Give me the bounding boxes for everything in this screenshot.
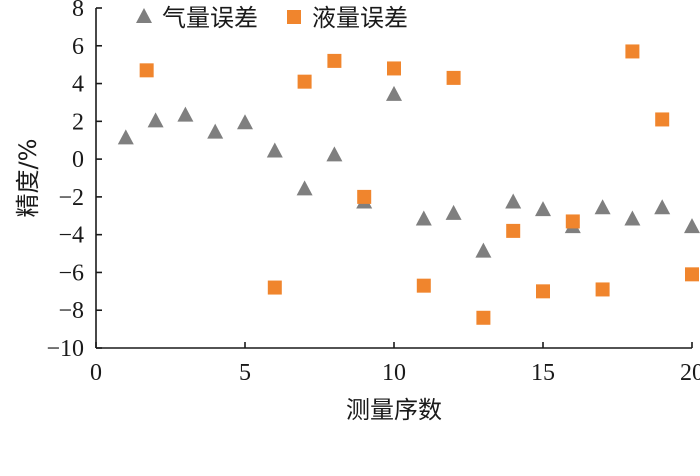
y-axis-ticks: −10 −8 −6 −4 −2 0 2 4 6 8 (46, 0, 102, 362)
gas-error-point (445, 204, 462, 220)
y-tick-label: −2 (58, 185, 84, 211)
liquid-error-point (476, 310, 491, 325)
liquid-error-point (357, 189, 372, 204)
gas-error-point (415, 210, 432, 226)
gas-error-point (117, 129, 134, 145)
liquid-error-point (297, 74, 312, 89)
liquid-error-point (595, 282, 610, 297)
x-tick-label: 5 (239, 360, 251, 386)
data-points (117, 44, 700, 325)
gas-error-point (177, 106, 194, 122)
gas-error-point (207, 123, 224, 139)
y-tick-label: 8 (72, 0, 84, 22)
liquid-error-point (565, 214, 580, 229)
liquid-error-point (685, 267, 699, 282)
liquid-error-point (416, 278, 431, 293)
legend-label: 液量误差 (312, 4, 408, 32)
liquid-error-point (536, 284, 550, 299)
legend-marker (287, 10, 301, 24)
y-tick-label: 6 (72, 34, 84, 60)
gas-error-point (594, 199, 611, 215)
liquid-error-point (625, 44, 640, 59)
legend-label: 气量误差 (162, 4, 258, 32)
liquid-error-point (506, 223, 521, 238)
y-tick-label: −8 (58, 298, 84, 324)
x-axis-ticks: 0 5 10 15 20 (90, 342, 700, 386)
y-tick-label: 2 (72, 109, 84, 135)
gas-error-point (147, 112, 164, 128)
gas-error-point (624, 210, 641, 226)
plot-area (95, 8, 692, 349)
liquid-error-point (655, 112, 670, 127)
liquid-error-point (446, 70, 461, 85)
gas-error-point (654, 199, 671, 215)
x-axis-title: 测量序数 (346, 396, 442, 424)
gas-error-point (386, 85, 402, 101)
gas-error-point (266, 142, 283, 158)
y-tick-label: −6 (58, 260, 84, 286)
y-tick-label: −10 (46, 336, 84, 362)
y-tick-label: 4 (72, 72, 84, 98)
x-tick-label: 15 (531, 360, 555, 386)
gas-error-point (475, 242, 492, 258)
liquid-error-point (139, 63, 154, 78)
x-tick-label: 0 (90, 360, 102, 386)
y-axis-title: 精度/% (14, 139, 42, 218)
gas-error-point (684, 218, 700, 234)
gas-error-point (505, 193, 522, 209)
x-tick-label: 20 (680, 360, 700, 386)
x-tick-label: 10 (382, 360, 406, 386)
legend: 气量误差 液量误差 (136, 4, 408, 32)
gas-error-point (326, 146, 343, 162)
legend-marker (136, 8, 152, 23)
gas-error-point (296, 180, 313, 196)
gas-error-point (237, 114, 253, 130)
y-tick-label: −4 (58, 223, 84, 249)
liquid-error-point (387, 61, 401, 76)
liquid-error-point (267, 280, 282, 295)
gas-error-point (535, 201, 551, 217)
y-tick-label: 0 (72, 147, 84, 173)
liquid-error-point (327, 53, 342, 68)
